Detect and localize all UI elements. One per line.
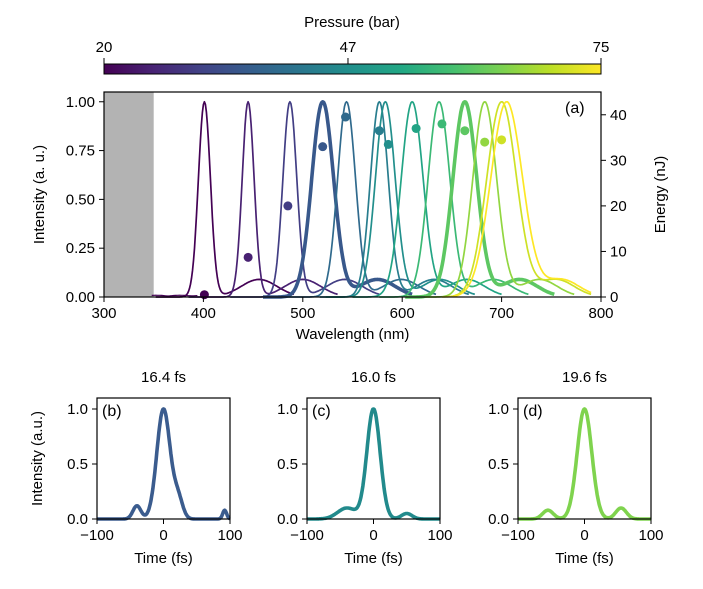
y-tick-label: 1.0	[67, 401, 88, 418]
y-tick-label: 0.0	[67, 511, 88, 528]
energy-point	[411, 123, 421, 133]
x-tick-label: 0	[580, 527, 588, 544]
y-tick-label: 0.5	[277, 456, 298, 473]
colorbar-label: Pressure (bar)	[304, 14, 400, 31]
pulse-panel-c: −100 0 100 0.0 0.5 1.0 Time (fs) 16.0 fs (c)	[277, 369, 452, 567]
panel-label: (d)	[523, 403, 543, 420]
spectrum-line	[155, 100, 295, 298]
y-tick-label: 0.0	[488, 511, 509, 528]
y-axis-label: Intensity (a. u.)	[31, 145, 48, 244]
y2-tick-label: 20	[610, 198, 627, 215]
pulse-line	[95, 407, 232, 521]
x-tick-label: 100	[638, 527, 663, 544]
x-tick-label: 600	[390, 305, 415, 322]
colorbar-tick-label: 75	[593, 39, 610, 56]
energy-point	[460, 126, 470, 136]
y-tick-label: 0.00	[66, 289, 95, 306]
panel-title: 19.6 fs	[562, 369, 607, 386]
y2-tick-label: 40	[610, 107, 627, 124]
colorbar-tick-label: 47	[340, 39, 357, 56]
spectrum-line	[446, 100, 592, 298]
panel-label: (c)	[312, 403, 331, 420]
energy-point	[318, 142, 328, 152]
y2-tick-label: 0	[610, 289, 618, 306]
y2-tick-label: 30	[610, 152, 627, 169]
shaded-region	[104, 92, 154, 297]
y-tick-label: 0.25	[66, 240, 95, 257]
x-tick-label: 0	[159, 527, 167, 544]
energy-point	[341, 112, 351, 122]
y-tick-label: 0.0	[277, 511, 298, 528]
pulse-line	[516, 407, 653, 521]
y-tick-label: 1.0	[488, 401, 509, 418]
x-tick-label: 100	[217, 527, 242, 544]
energy-point	[283, 201, 293, 211]
y-axis-label: Intensity (a.u.)	[29, 411, 46, 506]
colorbar-tick-label: 20	[96, 39, 113, 56]
energy-point	[243, 252, 253, 262]
colorbar-bar	[103, 63, 602, 75]
panel-title: 16.0 fs	[351, 369, 396, 386]
spectra-panel: 300 400 500 600 700 800 0.00 0.25 0.50 0.75 1.00 0 1…	[31, 91, 669, 343]
x-tick-label: 300	[91, 305, 116, 322]
energy-point	[497, 135, 507, 145]
spectrum-line	[379, 100, 529, 298]
energy-point	[199, 290, 209, 300]
panel-label: (b)	[102, 403, 122, 420]
x-tick-label: 400	[191, 305, 216, 322]
y-tick-label: 1.00	[66, 94, 95, 111]
y-tick-label: 1.0	[277, 401, 298, 418]
x-tick-label: 800	[588, 305, 613, 322]
energy-point	[437, 119, 447, 129]
x-axis-label: Time (fs)	[134, 550, 193, 567]
x-axis-label: Time (fs)	[344, 550, 403, 567]
x-tick-label: −100	[290, 527, 324, 544]
y2-tick-label: 10	[610, 243, 627, 260]
spectrum-line	[425, 100, 575, 298]
y-tick-label: 0.75	[66, 143, 95, 160]
panel-title: 16.4 fs	[141, 369, 186, 386]
x-axis-label: Wavelength (nm)	[296, 326, 410, 343]
pulse-panel-b: −100 0 100 0.0 0.5 1.0 Time (fs) 16.4 fs (b) Inte…	[29, 369, 243, 567]
spectrum-baseline	[151, 294, 198, 297]
pulse-panel-d: −100 0 100 0.0 0.5 1.0 Time (fs) 19.6 fs (d)	[488, 369, 663, 567]
x-tick-label: −100	[80, 527, 114, 544]
energy-point	[383, 139, 393, 149]
energy-point	[374, 126, 384, 136]
x-tick-label: −100	[501, 527, 535, 544]
colorbar: Pressure (bar) 20 47 75	[96, 14, 610, 75]
energy-point	[480, 137, 490, 147]
x-axis-label: Time (fs)	[555, 550, 614, 567]
y-tick-label: 0.5	[67, 456, 88, 473]
x-tick-label: 100	[427, 527, 452, 544]
x-tick-label: 500	[290, 305, 315, 322]
axes-frame	[103, 91, 602, 298]
x-tick-label: 0	[369, 527, 377, 544]
y2-axis-label: Energy (nJ)	[652, 156, 669, 234]
x-tick-label: 700	[489, 305, 514, 322]
y-tick-label: 0.50	[66, 191, 95, 208]
panel-label: (a)	[565, 100, 585, 117]
y-tick-label: 0.5	[488, 456, 509, 473]
spectrum-line	[352, 100, 502, 298]
pulse-line	[305, 407, 442, 521]
spectrum-line	[442, 100, 592, 298]
